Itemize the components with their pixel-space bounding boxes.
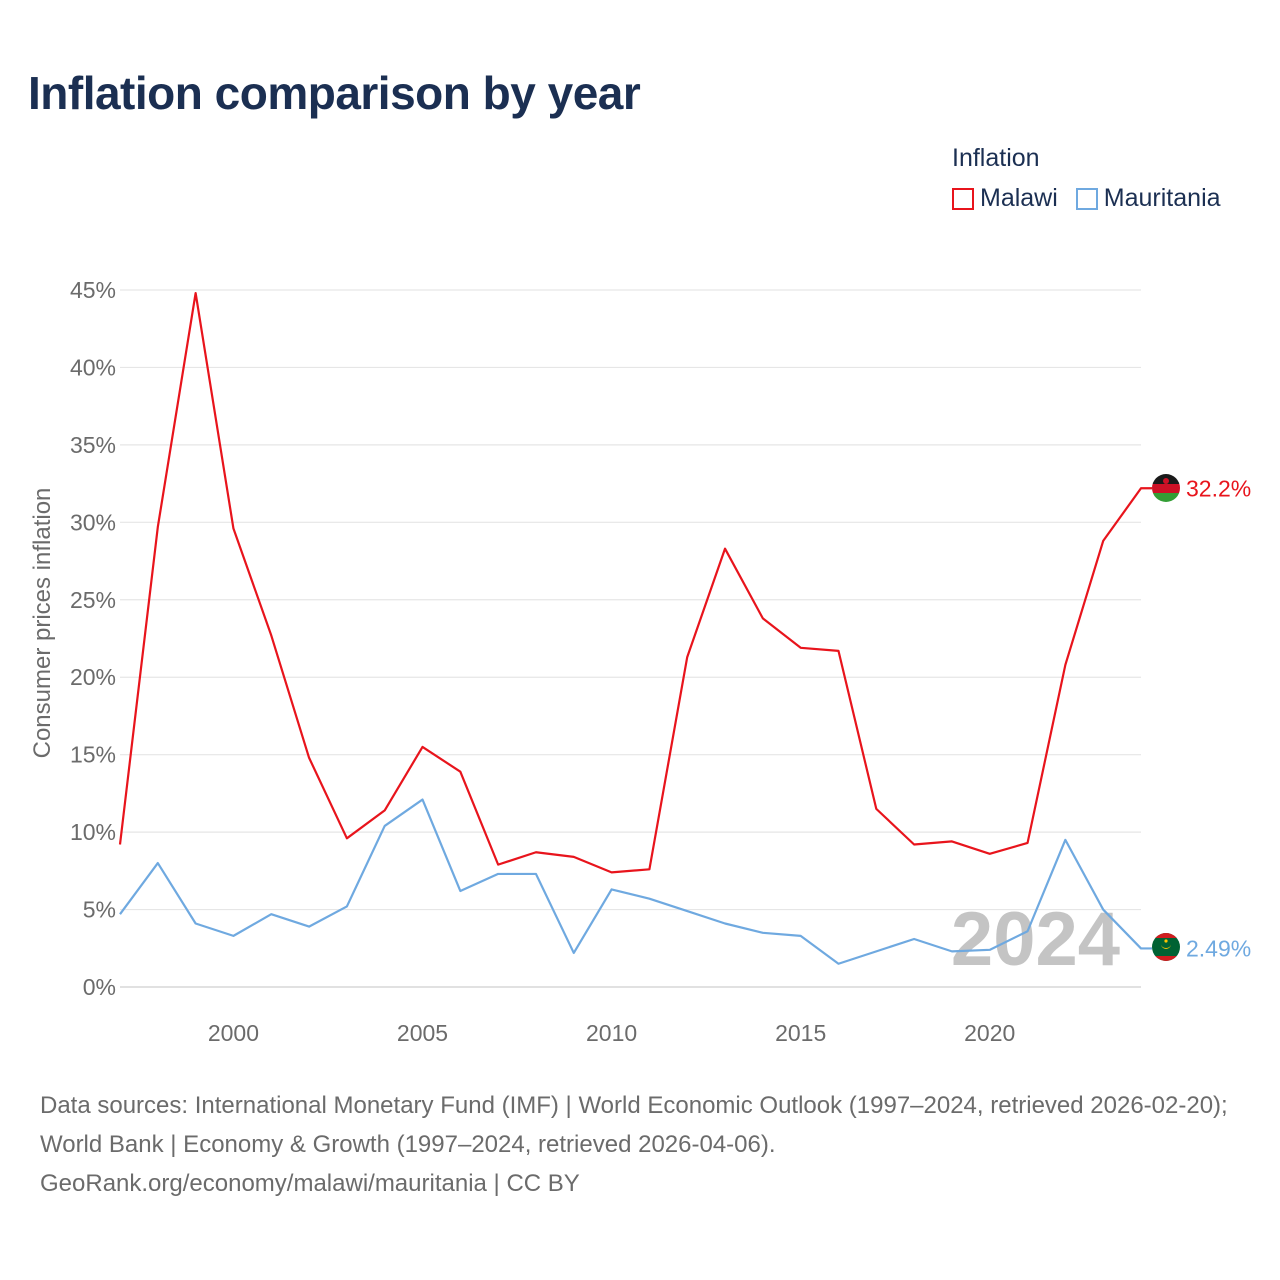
legend-label-mauritania: Mauritania [1103,184,1221,212]
x-tick-label: 2015 [775,1020,826,1046]
end-labels: 32.2% 2.49% [1186,475,1251,961]
y-tick-label: 0% [83,974,116,1000]
legend-item-mauritania[interactable]: Mauritania [1075,184,1221,213]
legend-swatch-malawi [952,187,974,210]
end-label-mauritania: 2.49% [1186,935,1251,961]
x-tick-label: 2000 [208,1020,259,1046]
series-line-malawi[interactable] [118,291,1152,874]
x-tick-label: 2005 [397,1020,448,1046]
x-axis: 2000 2005 2010 2015 2020 [208,1020,1015,1046]
legend: Malawi Mauritania [952,184,1221,213]
legend-label-malawi: Malawi [980,184,1058,212]
grid [120,289,1141,988]
y-tick-label: 15% [70,742,116,768]
y-tick-label: 20% [70,664,116,690]
y-tick-label: 5% [83,897,116,923]
y-axis: 0% 5% 10% 15% 20% 25% 30% 35% 40% 45% [70,277,116,1000]
y-axis-label: Consumer prices inflation [29,488,56,759]
y-tick-label: 35% [70,432,116,458]
y-tick-label: 40% [70,354,116,380]
mauritania-flag-icon [1152,933,1180,961]
series-line-mauritania[interactable] [119,798,1152,965]
chart-title: Inflation comparison by year [28,67,641,119]
data-sources: Data sources: International Monetary Fun… [40,1092,1228,1158]
series-lines [118,291,1152,965]
y-tick-label: 25% [70,587,116,613]
malawi-flag-icon [1152,474,1180,502]
y-tick-label: 10% [70,819,116,845]
attribution: GeoRank.org/economy/malawi/mauritania | … [40,1170,580,1197]
x-tick-label: 2020 [964,1020,1015,1046]
end-label-malawi: 32.2% [1186,475,1251,501]
x-tick-label: 2010 [586,1020,637,1046]
legend-title: Inflation [952,144,1040,172]
footer: Data sources: International Monetary Fun… [40,1086,1250,1203]
legend-swatch-mauritania [1075,187,1098,210]
y-tick-label: 45% [70,277,116,303]
y-tick-label: 30% [70,509,116,535]
legend-item-malawi[interactable]: Malawi [952,184,1058,213]
